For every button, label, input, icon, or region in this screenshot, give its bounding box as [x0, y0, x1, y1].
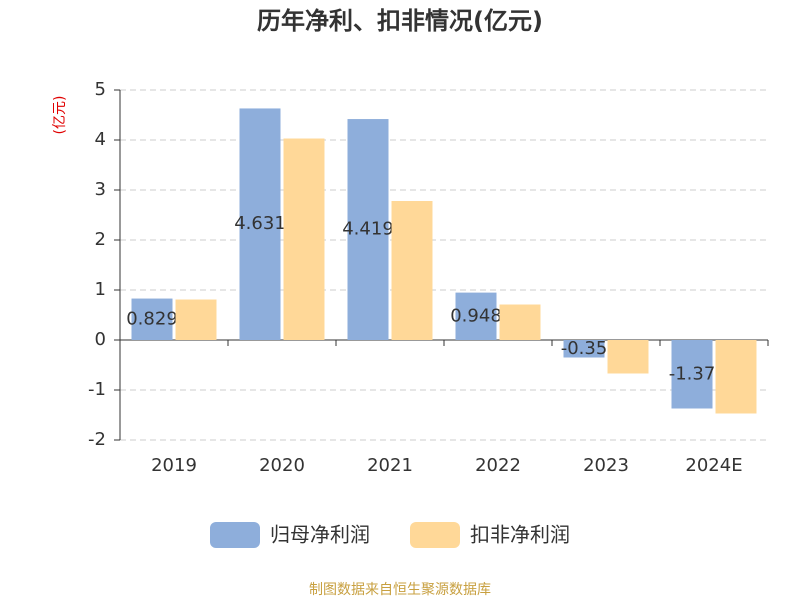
y-tick-label: -2 — [88, 429, 106, 450]
data-label: 4.419 — [342, 219, 394, 240]
bar — [455, 292, 497, 340]
source-note: 制图数据来自恒生聚源数据库 — [309, 582, 491, 598]
chart-title: 历年净利、扣非情况(亿元) — [257, 7, 543, 35]
data-label: 0.829 — [126, 308, 178, 329]
x-tick-label: 2019 — [151, 455, 197, 476]
bar — [283, 138, 325, 340]
legend-label: 归母净利润 — [270, 523, 370, 547]
bar — [391, 201, 433, 340]
data-label: 4.631 — [234, 213, 286, 234]
data-label: 0.948 — [450, 305, 502, 326]
bar — [671, 340, 713, 409]
legend-label: 扣非净利润 — [470, 523, 570, 547]
y-tick-label: 4 — [95, 129, 106, 150]
y-tick-label: 3 — [95, 179, 106, 200]
y-axis-label: (亿元) — [52, 96, 68, 135]
data-label: -0.35 — [561, 338, 608, 359]
x-tick-label: 2022 — [475, 455, 521, 476]
y-tick-label: 2 — [95, 229, 106, 250]
bar — [715, 340, 757, 414]
legend-swatch — [210, 522, 260, 548]
bar — [175, 299, 217, 340]
x-tick-label: 2021 — [367, 455, 413, 476]
bar — [239, 108, 281, 340]
x-tick-label: 2023 — [583, 455, 629, 476]
y-tick-label: 1 — [95, 279, 106, 300]
x-tick-label: 2024E — [685, 455, 742, 476]
x-tick-label: 2020 — [259, 455, 305, 476]
data-label: -1.37 — [669, 363, 716, 384]
y-tick-label: 0 — [95, 329, 106, 350]
bar — [607, 340, 649, 374]
bar — [563, 340, 605, 358]
y-tick-label: 5 — [95, 79, 106, 100]
y-tick-label: -1 — [88, 379, 106, 400]
legend-swatch — [410, 522, 460, 548]
bar — [131, 298, 173, 340]
bar — [499, 304, 541, 340]
bar — [347, 119, 389, 340]
